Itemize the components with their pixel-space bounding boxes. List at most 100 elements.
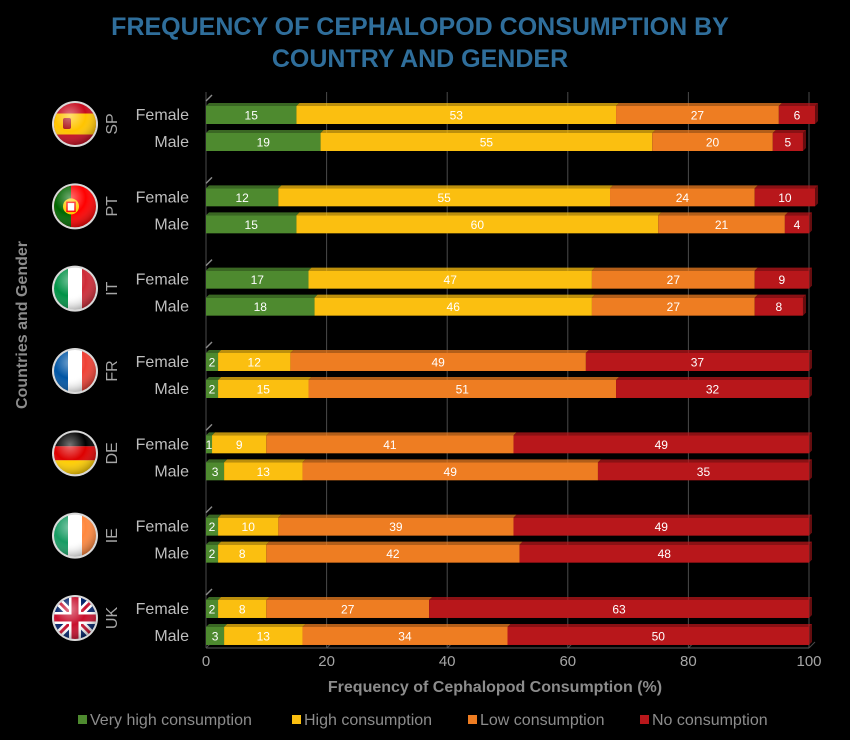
legend-item: Very high consumption	[78, 712, 252, 729]
bar-segment: 15	[218, 376, 312, 398]
bar-segment: 55	[320, 130, 656, 151]
bar-segment-face	[778, 106, 816, 124]
bar-segment: 2	[206, 596, 222, 618]
country-label: SP	[104, 113, 121, 134]
bar-segment-face	[218, 599, 267, 618]
bar-segment-top	[597, 459, 812, 463]
gender-label: Male	[154, 463, 189, 480]
bar-segment-top	[652, 130, 776, 133]
bar-value-label: 27	[667, 300, 681, 314]
bar-segment: 49	[302, 459, 601, 481]
x-axis-title: Frequency of Cephalopod Consumption (%)	[328, 679, 662, 696]
bar-segment-face	[206, 626, 225, 645]
legend-swatch	[468, 715, 477, 724]
bar-value-label: 41	[383, 438, 397, 452]
bar-segment-face	[206, 106, 297, 124]
bar-value-label: 34	[398, 629, 412, 643]
bar-segment-face	[320, 133, 653, 151]
chart-title-line-2: COUNTRY AND GENDER	[272, 45, 568, 73]
legend-item: No consumption	[640, 712, 768, 729]
bar-segment: 41	[266, 432, 517, 454]
x-tick-label: 100	[796, 653, 821, 670]
bar-segment-face	[206, 462, 225, 481]
bar-segment: 1	[206, 432, 216, 454]
bar-value-label: 51	[456, 382, 470, 396]
bar-value-label: 47	[444, 273, 458, 287]
bar-segment-top	[218, 596, 270, 600]
bar-value-label: 2	[209, 355, 216, 369]
bar-segment: 6	[778, 103, 819, 124]
x-gridline-depth	[808, 641, 816, 649]
bar-value-label: 4	[794, 218, 801, 232]
bar-segment-top	[513, 514, 812, 518]
bar-segment-top	[296, 103, 620, 106]
bar-end-face	[809, 376, 812, 398]
bar-segment: 48	[519, 541, 812, 563]
bar-segment: 9	[754, 267, 812, 289]
gender-label: Male	[154, 381, 189, 398]
bar-segment-top	[206, 596, 222, 600]
bar-segment-face	[513, 517, 809, 536]
bar-end-face	[809, 432, 812, 454]
bar-segment-top	[778, 103, 819, 106]
bar-segment-top	[206, 459, 228, 463]
bar-segment-face	[585, 352, 809, 371]
bar-segment-face	[206, 270, 309, 289]
bar-segment-top	[206, 623, 228, 627]
bar-segment-face	[278, 188, 611, 207]
portugal-flag-icon	[52, 183, 98, 230]
bar-end-face	[802, 294, 806, 316]
gender-label: Female	[136, 107, 189, 124]
gender-label: Female	[136, 436, 189, 453]
bar-segment: 17	[206, 267, 312, 289]
ireland-flag-icon	[52, 512, 98, 559]
bar-end-face	[809, 459, 812, 481]
bar-value-label: 53	[450, 109, 464, 123]
bar-segment-top	[507, 623, 812, 627]
bar-value-label: 49	[655, 438, 669, 452]
bar-segment: 27	[266, 596, 433, 618]
bar-segment-face	[754, 270, 809, 289]
y-axis-title: Countries and Gender	[14, 241, 31, 409]
bar-end-face	[809, 541, 812, 563]
bar-value-label: 13	[257, 629, 271, 643]
bar-segment-face	[652, 133, 773, 151]
flag-gloss	[54, 267, 96, 310]
bar-segment-face	[212, 435, 267, 454]
bar-value-label: 15	[245, 109, 259, 123]
bar-segment-top	[320, 130, 656, 133]
bar-segment-top	[314, 294, 595, 298]
bar-segment-face	[519, 544, 809, 563]
bar-segment-top	[591, 267, 758, 271]
bar-value-label: 63	[612, 602, 626, 616]
bar-value-label: 24	[676, 191, 690, 205]
legend-item: Low consumption	[468, 712, 605, 729]
gender-label: Female	[136, 519, 189, 536]
flag-gloss	[54, 432, 96, 475]
bar-segment-face	[206, 133, 321, 151]
bar-segment-top	[302, 623, 511, 627]
bar-segment: 4	[784, 212, 812, 234]
bar-segment-top	[206, 432, 216, 436]
bar-segment: 55	[278, 185, 614, 207]
bar-value-label: 15	[245, 218, 259, 232]
bar-segment-top	[266, 596, 433, 600]
bar-segment-top	[616, 103, 782, 106]
bar-value-label: 49	[444, 465, 458, 479]
gender-label: Female	[136, 601, 189, 618]
bar-segment-face	[302, 462, 598, 481]
x-tick-label: 40	[439, 653, 456, 670]
bar-segment-face	[772, 133, 803, 151]
bar-segment-face	[610, 188, 755, 207]
bar-segment-face	[290, 352, 586, 371]
bar-value-label: 48	[658, 547, 672, 561]
country-label: FR	[104, 360, 121, 381]
bar-segment-face	[206, 544, 219, 563]
bar-segment-top	[519, 541, 812, 545]
country-label: PT	[104, 196, 121, 217]
bar-value-label: 5	[785, 136, 792, 150]
bar-segment-top	[658, 212, 788, 216]
bar-segment-top	[218, 514, 282, 518]
